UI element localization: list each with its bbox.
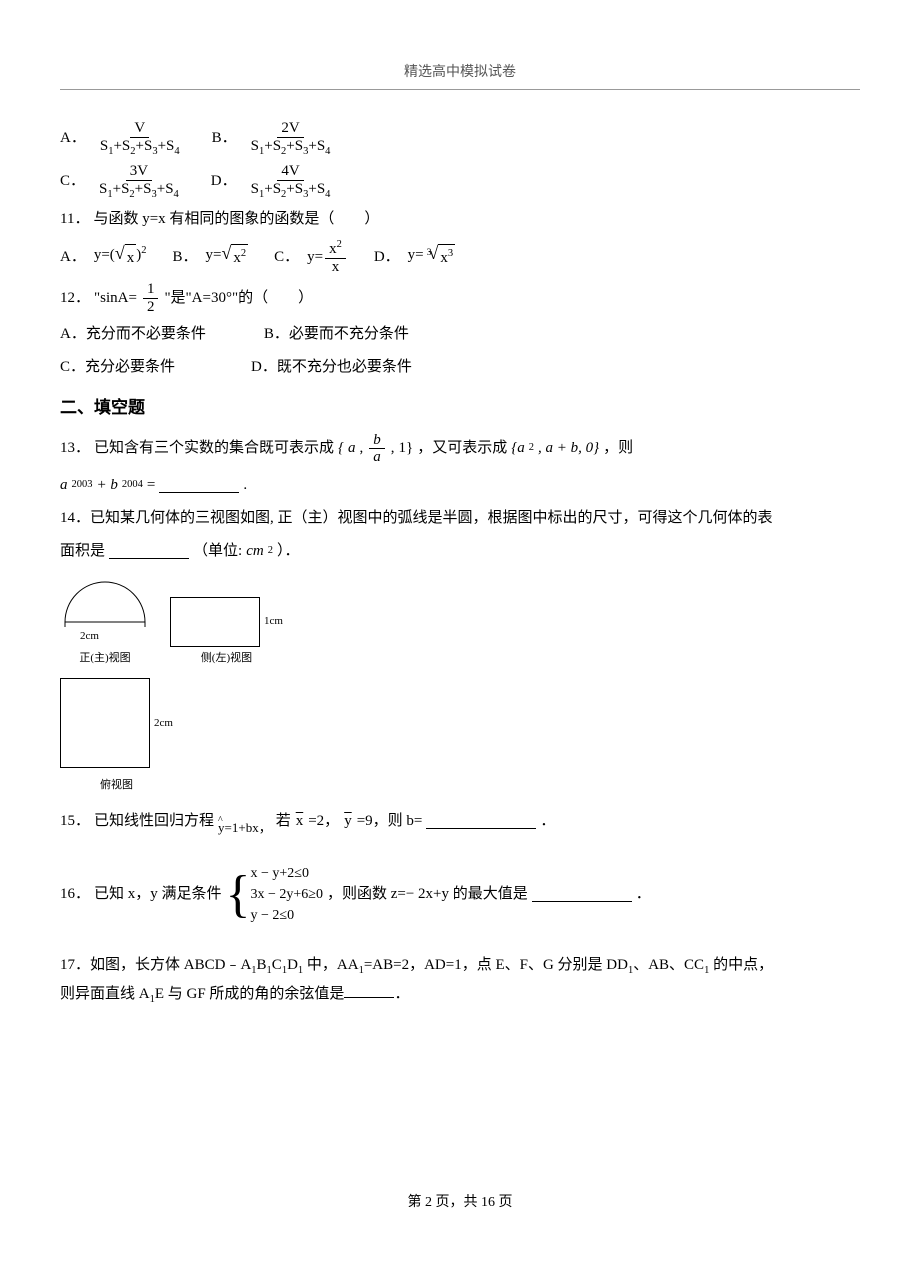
brace-icon: { [226,873,251,917]
semicircle-icon [60,577,150,627]
q11-stem: 11． 与函数 y=x 有相同的图象的函数是（ ） [60,206,860,233]
q11-B-label: B． [172,244,197,271]
q15-blank [426,814,536,829]
q14-side-label: 侧(左)视图 [201,649,252,669]
q10-A-num: V [130,120,149,138]
q10-A-label: A． [60,125,86,152]
q12-A: A．充分而不必要条件 [60,321,206,348]
q12-B: B．必要而不充分条件 [264,321,409,348]
q16-system: { x − y+2≤0 3x − 2y+6≥0 y − 2≤0 [226,863,323,926]
q17-line1: 17．如图，长方体 ABCD﹣A1B1C1D1 中，AA1=AB=2，AD=1，… [60,952,860,981]
q17-line2: 则异面直线 A1E 与 GF 所成的角的余弦值是． [60,981,860,1010]
q14-front-label: 正(主)视图 [79,649,130,669]
q10-A-den: S1+S2+S3+S4 [96,138,184,158]
q10-C-den: S1+S2+S3+S4 [95,181,183,201]
q17-number: 17． [60,957,90,973]
section-2-title: 二、填空题 [60,393,860,424]
q16-cond1: x − y+2≤0 [251,863,323,884]
q16-blank [532,887,632,902]
q12-options-row2: C．充分必要条件 D．既不充分也必要条件 [60,354,860,381]
q14-view-row1: 2cm 正(主)视图 1cm 侧(左)视图 [60,577,860,669]
q12-options-row1: A．充分而不必要条件 B．必要而不充分条件 [60,321,860,348]
q10-C-num: 3V [126,163,152,181]
q11-D-label: D． [374,244,400,271]
q14-three-view: 2cm 正(主)视图 1cm 侧(左)视图 2cm 俯视图 [60,577,860,796]
q15-xbar: x [295,808,305,835]
q15-ybar: y [343,808,353,835]
q14-blank [109,544,189,559]
q15-number: 15． [60,808,90,835]
q15-stem: 15． 已知线性回归方程 ^y=1+bx， 若 x =2， y =9，则 b= … [60,808,860,835]
q10-D-frac: 4V S1+S2+S3+S4 [247,163,335,200]
q14-top-dim: 2cm [154,714,173,734]
page-header: 精选高中模拟试卷 [60,60,860,90]
q13-stem: 13． 已知含有三个实数的集合既可表示成 { a , b a , 1} ，又可表… [60,432,860,466]
q16-stem-pre: 已知 x，y 满足条件 [94,881,222,908]
q11-options: A． y=(√x)2 B． y=√x2 C． y=x2x D． y=3√x3 [60,239,860,275]
q13-stem-pre: 已知含有三个实数的集合既可表示成 [94,435,334,462]
q10-options-row1: A． V S1+S2+S3+S4 B． 2V S1+S2+S3+S4 [60,120,860,157]
q10-B-frac: 2V S1+S2+S3+S4 [247,120,335,157]
q15-stem-pre: 已知线性回归方程 [94,808,214,835]
q10-C-label: C． [60,168,85,195]
q16-number: 16． [60,881,90,908]
q13-blank [159,478,239,493]
q12-stem-pre: "sinA= [94,285,137,312]
q16-cond3: y − 2≤0 [251,905,323,926]
q12-C: C．充分必要条件 [60,354,175,381]
q10-C-frac: 3V S1+S2+S3+S4 [95,163,183,200]
q11-C-expr: y=x2x [307,239,348,275]
q14-line1: 已知某几何体的三视图如图, 正（主）视图中的弧线是半圆，根据图中标出的尺寸，可得… [90,510,773,526]
q11-B-expr: y=√x2 [205,242,248,272]
q16-stem-mid: ，则函数 z=− 2x+y 的最大值是 [327,881,528,908]
q14-top-view: 2cm 俯视图 [60,678,173,796]
q13-set1-open: { [338,435,344,462]
q17-blank [344,983,394,998]
q14-front-view: 2cm 正(主)视图 [60,577,150,669]
q10-D-num: 4V [277,163,303,181]
q16-cond2: 3x − 2y+6≥0 [251,884,323,905]
q14-stem: 14．已知某几何体的三视图如图, 正（主）视图中的弧线是半圆，根据图中标出的尺寸… [60,505,860,532]
q13-expr: a2003 + b2004 = . [60,472,860,499]
q12-D: D．既不充分也必要条件 [251,354,412,381]
header-title-text: 精选高中模拟试卷 [404,65,516,80]
q14-side-rect [170,597,260,647]
q14-top-rect [60,678,150,768]
q12-number: 12． [60,285,90,312]
q14-side-dim: 1cm [264,612,283,632]
q14-top-label: 俯视图 [100,776,133,796]
q13-set1-frac: b a [369,432,385,466]
q10-B-label: B． [212,125,237,152]
page-total: 16 [481,1195,495,1210]
q12-stem: 12． "sinA= 1 2 "是"A=30°"的（ ） [60,281,860,315]
q11-C-label: C． [274,244,299,271]
q10-B-den: S1+S2+S3+S4 [247,138,335,158]
q10-D-label: D． [211,168,237,195]
q14-view-row2: 2cm 俯视图 [60,678,860,796]
page-current: 2 [425,1195,432,1210]
q11-A-expr: y=(√x)2 [94,242,147,272]
q12-stem-post: "是"A=30°"的（ ） [164,285,313,312]
q11-number: 11． [60,206,89,233]
q12-frac: 1 2 [143,281,159,315]
q11-A-label: A． [60,244,86,271]
q14-line2: 面积是 （单位:cm2）． [60,538,860,565]
page-footer: 第 2 页，共 16 页 [60,1190,860,1215]
q13-number: 13． [60,435,90,462]
q14-front-dim: 2cm [80,627,99,647]
q10-A-frac: V S1+S2+S3+S4 [96,120,184,157]
q10-options-row2: C． 3V S1+S2+S3+S4 D． 4V S1+S2+S3+S4 [60,163,860,200]
q13-stem-mid: ，又可表示成 [417,435,507,462]
q11-stem-text: 与函数 y=x 有相同的图象的函数是（ ） [93,206,379,233]
q11-D-expr: y=3√x3 [408,242,455,272]
q10-D-den: S1+S2+S3+S4 [247,181,335,201]
q14-number: 14． [60,510,90,526]
q14-side-view: 1cm 侧(左)视图 [170,597,283,669]
q13-set1-a: a [348,435,356,462]
q13-stem-post: ，则 [603,435,633,462]
q16-stem: 16． 已知 x，y 满足条件 { x − y+2≤0 3x − 2y+6≥0 … [60,863,860,926]
q10-B-num: 2V [277,120,303,138]
q16-conditions: x − y+2≤0 3x − 2y+6≥0 y − 2≤0 [251,863,323,926]
